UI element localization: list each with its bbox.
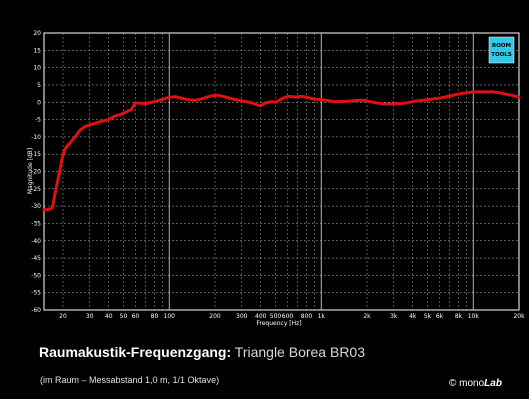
y-tick-label: 20 <box>33 30 41 37</box>
x-tick-label: 2k <box>363 313 371 320</box>
y-axis-ticks: 20 15 10 5 0 -5 -10 -15 -20 -25 -30 -35 -40 -45 -50 -55… <box>31 30 41 314</box>
y-tick-label: 10 <box>33 65 41 72</box>
y-tick-label: -60 <box>31 307 41 314</box>
x-tick-label: 40 <box>105 313 113 320</box>
copyright-symbol: © <box>449 378 457 389</box>
x-tick-label: 3k <box>390 313 398 320</box>
y-tick-label: -45 <box>31 255 41 262</box>
x-tick-label: 100 <box>164 313 176 320</box>
x-axis-label: Frequency [Hz] <box>256 320 301 327</box>
y-tick-label: 0 <box>37 99 41 106</box>
y-tick-label: -55 <box>31 290 41 297</box>
x-tick-label: 20k <box>513 313 525 320</box>
caption-model: Triangle Borea BR03 <box>234 344 365 360</box>
x-tick-label: 30 <box>86 313 94 320</box>
y-axis-label: Magnitude [dB] <box>27 148 34 194</box>
y-tick-label: 15 <box>33 47 41 54</box>
x-tick-label: 80 <box>151 313 159 320</box>
frequency-response-chart: 20151050-5-10-15-20-25-30-35-40-45-50-55… <box>27 30 525 327</box>
y-tick-label: -30 <box>31 203 41 210</box>
y-tick-label: 5 <box>37 82 41 89</box>
caption-bold: Raumakustik-Frequenzgang: <box>39 344 232 360</box>
x-tick-label: 5k <box>424 313 432 320</box>
x-tick-label: 8k <box>455 313 463 320</box>
logo-line-1: ROOM <box>492 43 511 49</box>
y-tick-label: -50 <box>31 272 41 279</box>
x-tick-label: 400 <box>255 313 267 320</box>
x-tick-label: 800 <box>301 313 313 320</box>
copyright-suffix: Lab <box>484 378 502 389</box>
y-tick-label: -10 <box>31 134 41 141</box>
room-tools-logo: ROOM TOOLS <box>488 36 515 64</box>
y-tick-label: -5 <box>35 117 41 124</box>
y-tick-label: -35 <box>31 220 41 227</box>
copyright-prefix: mono <box>459 378 485 389</box>
grid <box>44 33 519 310</box>
x-tick-label: 4k <box>409 313 417 320</box>
x-tick-label: 500 <box>270 313 282 320</box>
y-tick-label: -25 <box>31 186 41 193</box>
chart-caption: Raumakustik-Frequenzgang: Triangle Borea… <box>39 344 365 360</box>
x-tick-label: 6k <box>436 313 444 320</box>
x-tick-label: 1k <box>318 313 326 320</box>
x-tick-label: 10k <box>468 313 480 320</box>
x-tick-label: 60 <box>132 313 140 320</box>
x-tick-label: 50 <box>120 313 128 320</box>
y-tick-label: -15 <box>31 151 41 158</box>
caption-subtitle: (im Raum – Messabstand 1,0 m, 1/1 Oktave… <box>40 375 220 385</box>
x-tick-label: 600 <box>282 313 294 320</box>
copyright: © monoLab <box>449 378 502 389</box>
frequency-response-line <box>42 90 521 212</box>
x-axis-ticks: 20 30 40 50 60 80 100 200 300 400 500 600 800 1k 2k 3k 4… <box>59 313 525 320</box>
x-tick-label: 300 <box>236 313 248 320</box>
logo-line-2: TOOLS <box>491 52 512 58</box>
y-tick-label: -20 <box>31 169 41 176</box>
x-tick-label: 20 <box>59 313 67 320</box>
x-tick-label: 200 <box>209 313 221 320</box>
y-tick-label: -40 <box>31 238 41 245</box>
